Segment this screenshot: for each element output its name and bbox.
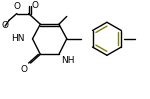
- Text: O: O: [32, 1, 39, 10]
- Text: O: O: [21, 65, 28, 74]
- Text: O: O: [1, 21, 8, 30]
- Text: O: O: [13, 2, 20, 11]
- Text: NH: NH: [61, 56, 74, 65]
- Text: HN: HN: [11, 34, 25, 43]
